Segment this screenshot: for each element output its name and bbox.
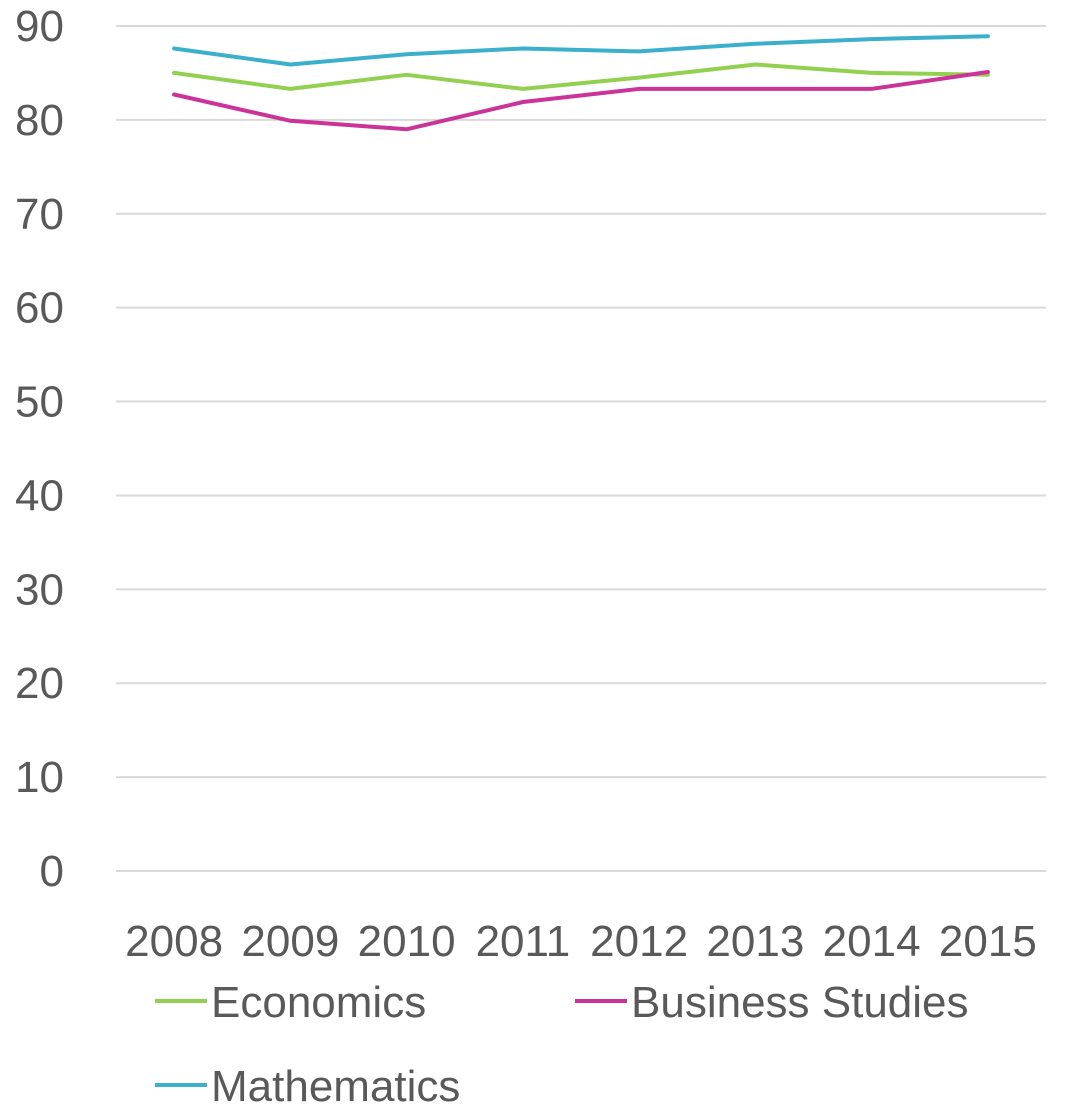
y-tick-label: 90: [15, 2, 64, 51]
y-tick-label: 60: [15, 284, 64, 333]
gridlines: [116, 25, 1046, 872]
y-axis-ticks: 0 10 20 30 40 50 60 70 80 90: [15, 2, 64, 896]
x-tick-label: 2010: [358, 917, 456, 966]
series-line-business-studies: [172, 70, 990, 132]
legend-label: Mathematics: [211, 1062, 460, 1107]
x-tick-label: 2009: [241, 917, 339, 966]
y-tick-label: 0: [40, 847, 64, 896]
x-tick-label: 2011: [476, 917, 571, 966]
legend-label: Business Studies: [631, 978, 969, 1027]
y-tick-label: 10: [15, 753, 64, 802]
x-tick-label: 2008: [125, 917, 223, 966]
series-lines: [172, 34, 990, 132]
series-line-mathematics: [172, 34, 990, 67]
y-tick-label: 70: [15, 190, 64, 239]
x-axis-ticks: 2008 2009 2010 2011 2012 2013 2014 2015: [125, 917, 1037, 966]
y-tick-label: 30: [15, 565, 64, 614]
series-line-economics: [172, 62, 990, 91]
y-tick-label: 50: [15, 378, 64, 427]
y-tick-label: 80: [15, 96, 64, 145]
y-tick-label: 20: [15, 659, 64, 708]
x-tick-label: 2012: [590, 917, 688, 966]
x-tick-label: 2014: [823, 917, 921, 966]
x-tick-label: 2015: [939, 917, 1037, 966]
legend: Economics Business Studies Mathematics: [155, 978, 969, 1107]
legend-label: Economics: [211, 978, 426, 1027]
x-tick-label: 2013: [706, 917, 804, 966]
y-tick-label: 40: [15, 471, 64, 520]
